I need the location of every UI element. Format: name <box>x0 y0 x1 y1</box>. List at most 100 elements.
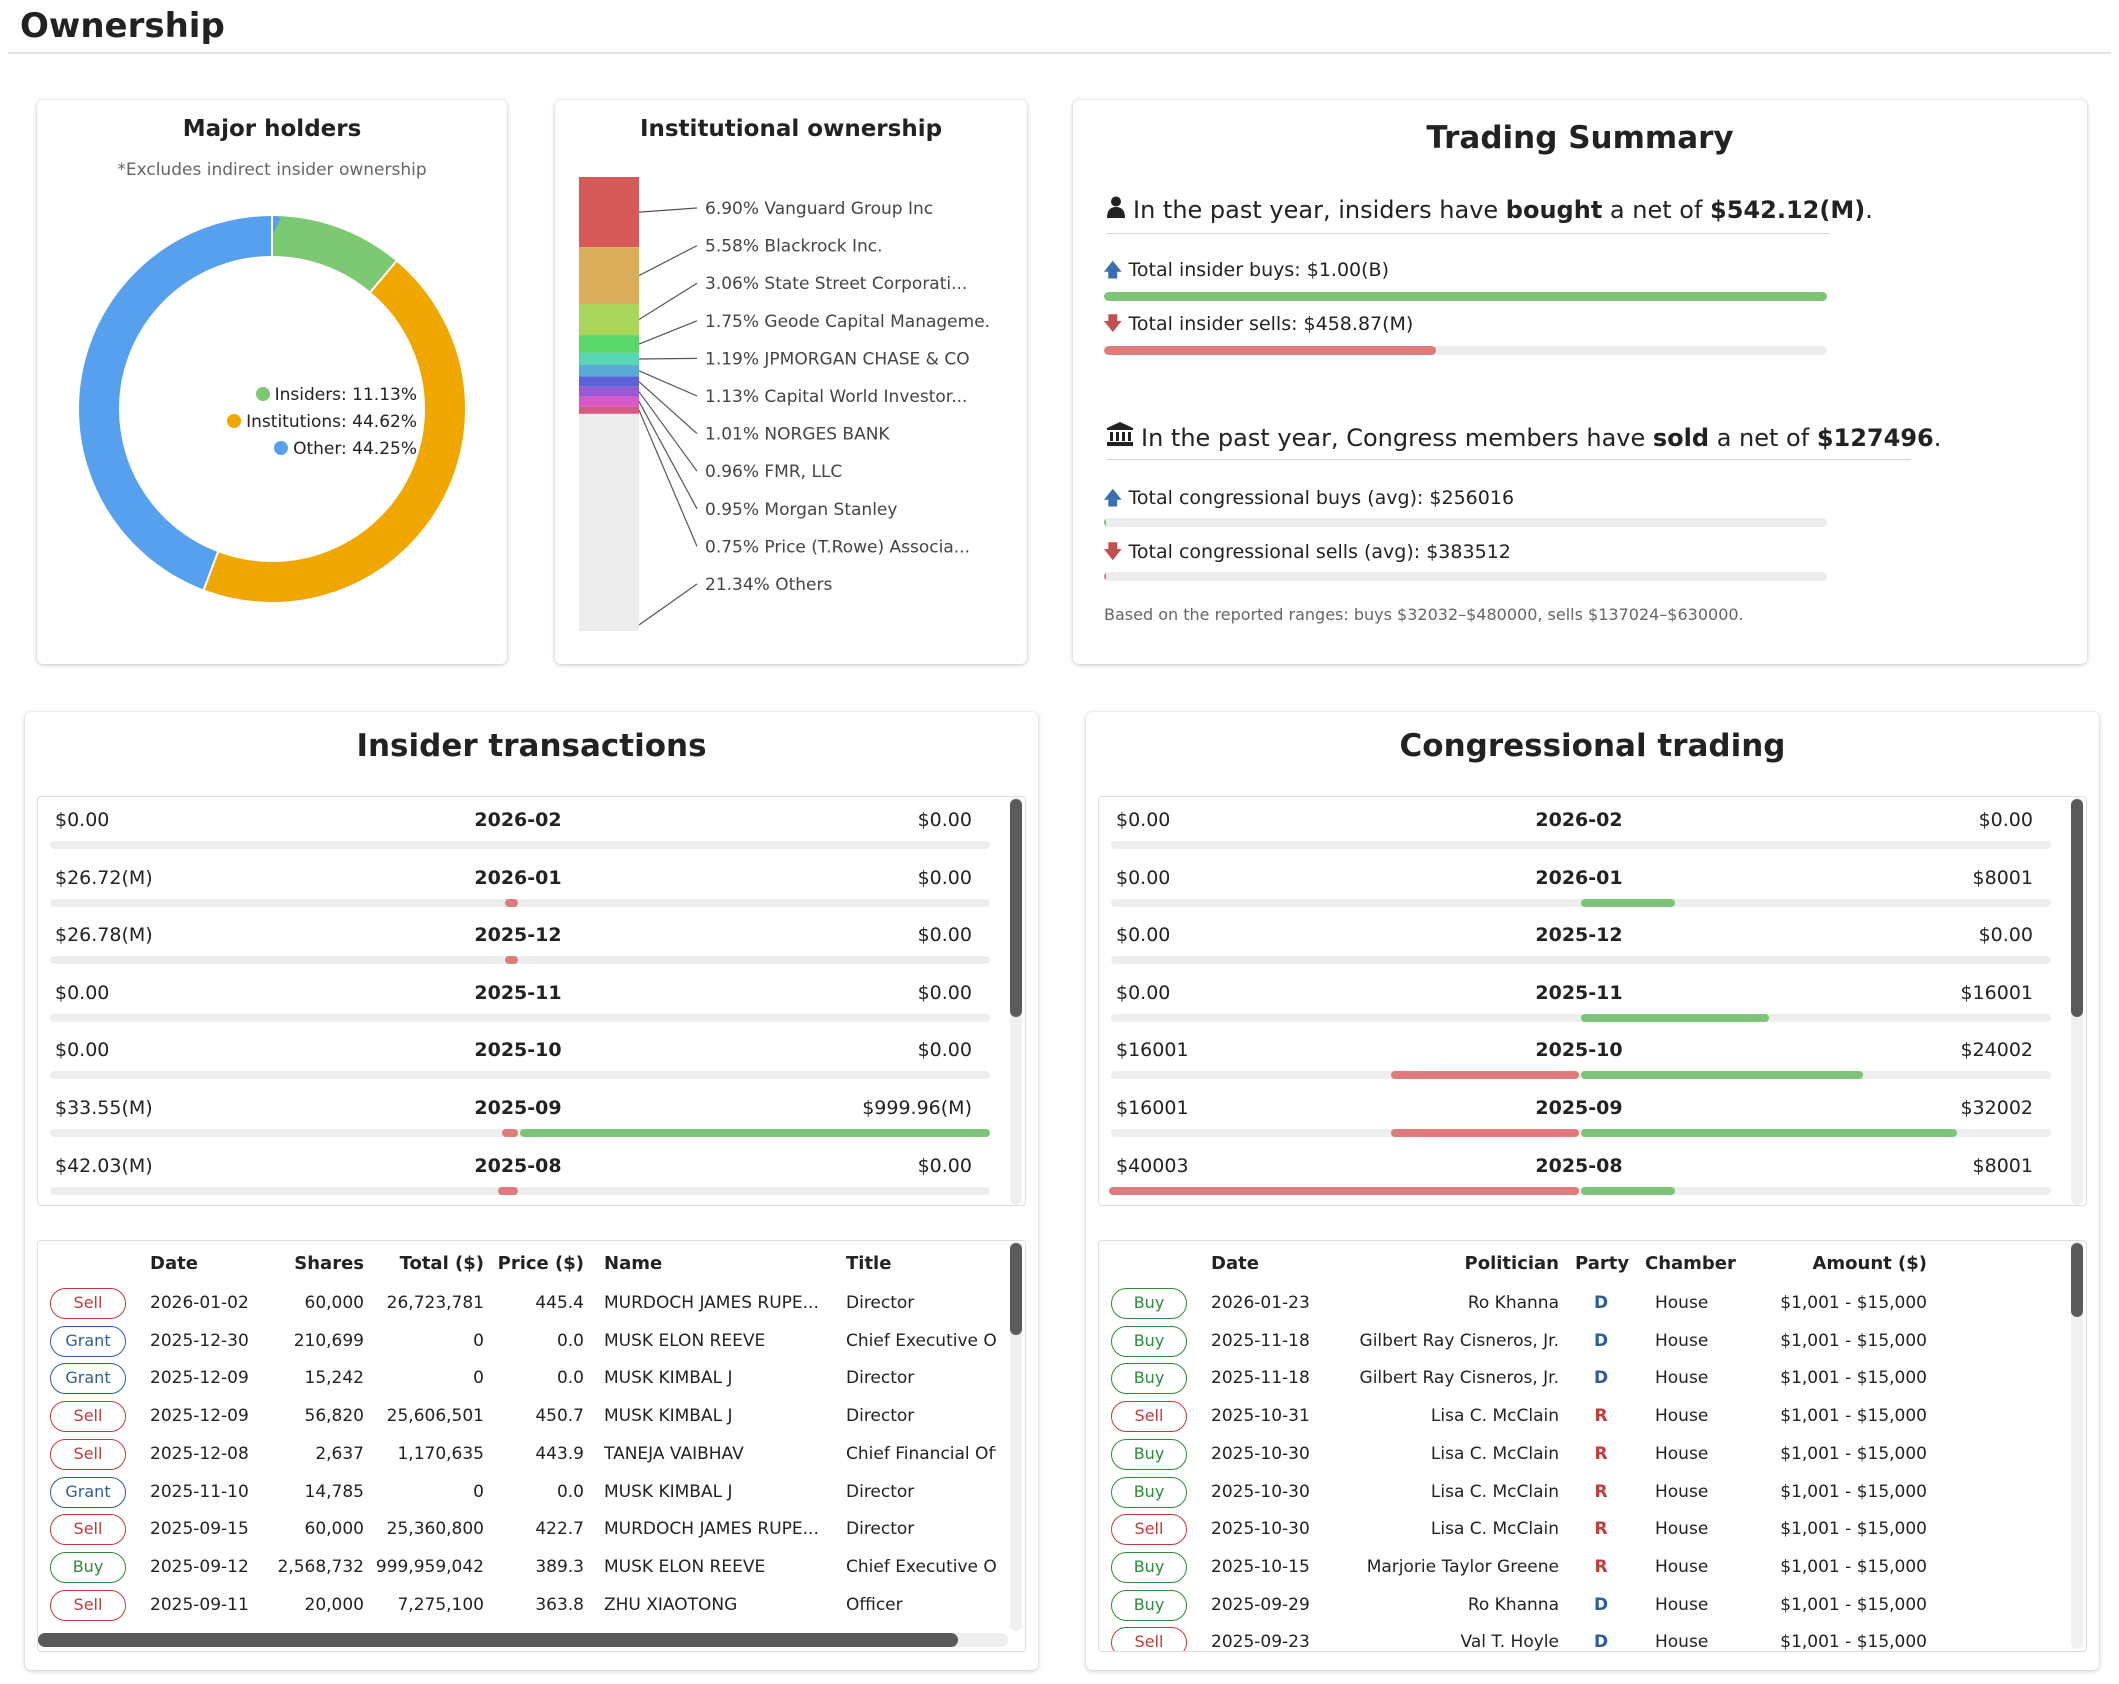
cell-title: Director <box>846 1406 915 1427</box>
congress-monthly-scrollbar[interactable] <box>2071 797 2083 1205</box>
insider-monthly-list[interactable]: $0.00 2026-02 $0.00 $26.72(M) 2026-01 $0.00 $2… <box>37 796 1026 1206</box>
monthly-row: $0.00 2026-02 $0.00 <box>38 797 998 855</box>
cell-party: D <box>1593 1632 1609 1652</box>
table-row[interactable]: Grant 2025-11-10 14,785 0 0.0 MUSK KIMBAL J Di… <box>38 1474 998 1512</box>
insider-sells-text: Total insider sells: $458.87(M) <box>1128 313 1414 335</box>
col-amount[interactable]: Amount ($) <box>1812 1253 1927 1274</box>
cell-politician: Lisa C. McClain <box>1430 1481 1559 1502</box>
table-row[interactable]: Grant 2025-12-09 15,242 0 0.0 MUSK KIMBAL J Di… <box>38 1360 998 1398</box>
table-row[interactable]: Buy 2026-01-23 Ro Khanna D House $1,001 - $15… <box>1099 1285 2059 1323</box>
table-row[interactable]: Sell 2025-09-15 60,000 25,360,800 422.7 MURDO… <box>38 1511 998 1549</box>
col-shares[interactable]: Shares <box>294 1253 364 1274</box>
col-chamber[interactable]: Chamber <box>1645 1253 1736 1274</box>
insider-buys-bar <box>1104 292 1827 301</box>
insider-table-vscrollbar[interactable] <box>1010 1241 1022 1631</box>
monthly-sell-bar <box>498 1186 518 1195</box>
insider-summary-pre: In the past year, insiders have <box>1133 196 1506 224</box>
table-row[interactable]: Sell 2025-10-30 Lisa C. McClain R House $1,00… <box>1099 1511 2059 1549</box>
monthly-row: $16001 2025-09 $32002 <box>1099 1085 2059 1143</box>
insider-table-vscroll-thumb[interactable] <box>1010 1243 1022 1335</box>
inst-leader-line <box>638 381 698 435</box>
transaction-type-badge: Sell <box>1111 1627 1187 1651</box>
cell-chamber: House <box>1655 1632 1709 1652</box>
table-row[interactable]: Buy 2025-10-30 Lisa C. McClain R House $1,001… <box>1099 1474 2059 1512</box>
col-party[interactable]: Party <box>1575 1253 1630 1274</box>
col-total[interactable]: Total ($) <box>399 1253 484 1274</box>
congress-summary-mid: a net of <box>1709 424 1817 452</box>
congress-table-vscroll-thumb[interactable] <box>2071 1243 2083 1317</box>
table-row[interactable]: Sell 2025-10-31 Lisa C. McClain R House $1,00… <box>1099 1398 2059 1436</box>
inst-segment <box>579 376 639 387</box>
insider-summary-amount: $542.12(M) <box>1710 196 1866 224</box>
table-row[interactable]: Buy 2025-11-18 Gilbert Ray Cisneros, Jr. D H… <box>1099 1323 2059 1361</box>
monthly-sell-amount: $0.00 <box>55 809 110 831</box>
monthly-buy-amount: $8001 <box>1972 1154 2033 1177</box>
page-title: Ownership <box>20 6 225 46</box>
table-row[interactable]: Buy 2025-09-12 2,568,732 999,959,042 389.3 MU… <box>38 1549 998 1587</box>
cell-date: 2025-09-29 <box>1211 1594 1310 1615</box>
insider-table-hscroll-thumb[interactable] <box>38 1633 958 1647</box>
cell-amount: $1,001 - $15,000 <box>1780 1443 1927 1464</box>
table-row[interactable]: Buy 2025-10-15 Marjorie Taylor Greene R Hous… <box>1099 1549 2059 1587</box>
insider-buys-label: 🡅 Total insider buys: $1.00(B) <box>1103 256 1389 288</box>
cell-title: Director <box>846 1481 915 1502</box>
col-name[interactable]: Name <box>604 1253 663 1274</box>
monthly-sell-amount: $26.78(M) <box>55 924 153 947</box>
cell-amount: $1,001 - $15,000 <box>1780 1556 1927 1577</box>
insider-transactions-table[interactable]: Date Shares Total ($) Price ($) Name Tit… <box>37 1240 1026 1652</box>
congress-monthly-list[interactable]: $0.00 2026-02 $0.00 $0.00 2026-01 $8001 $0.00 2… <box>1098 796 2087 1206</box>
congress-monthly-scroll-thumb[interactable] <box>2071 799 2083 1017</box>
inst-holder-label: 3.06% State Street Corporati... <box>705 274 967 294</box>
inst-leader-line <box>638 583 698 626</box>
monthly-row: $0.00 2025-11 $0.00 <box>38 970 998 1028</box>
arrow-down-icon: 🡇 <box>1103 313 1123 335</box>
col-date[interactable]: Date <box>1211 1253 1259 1274</box>
table-row[interactable]: Sell 2025-09-11 20,000 7,275,100 363.8 ZHU XI… <box>38 1587 998 1625</box>
congressional-trading-card: Congressional trading $0.00 2026-02 $0.00 $… <box>1086 712 2099 1670</box>
cell-politician: Lisa C. McClain <box>1430 1443 1559 1464</box>
monthly-row: $0.00 2026-01 $8001 <box>1099 855 2059 913</box>
table-row[interactable]: Buy 2025-09-29 Ro Khanna D House $1,001 - $15… <box>1099 1587 2059 1625</box>
table-row[interactable]: Buy 2025-10-30 Lisa C. McClain R House $1,001… <box>1099 1436 2059 1474</box>
cell-chamber: House <box>1655 1594 1709 1615</box>
cell-date: 2025-10-15 <box>1211 1556 1310 1577</box>
insider-summary-rule <box>1107 233 1829 234</box>
inst-leader-line <box>638 370 698 397</box>
monthly-row: $0.00 2025-12 $0.00 <box>1099 912 2059 970</box>
inst-holder-label: 1.13% Capital World Investor... <box>705 387 967 407</box>
cell-date: 2025-09-11 <box>150 1594 249 1615</box>
inst-segment <box>579 365 639 377</box>
monthly-buy-amount: $32002 <box>1960 1097 2033 1119</box>
monthly-buy-bar <box>1581 1186 1675 1195</box>
table-row[interactable]: Grant 2025-12-30 210,699 0 0.0 MUSK ELON REEV… <box>38 1323 998 1361</box>
col-date[interactable]: Date <box>150 1253 198 1274</box>
institutional-ownership-card: Institutional ownership 6.90% Vanguard G… <box>555 100 1027 664</box>
table-row[interactable]: Sell 2025-12-09 56,820 25,606,501 450.7 MUSK … <box>38 1398 998 1436</box>
table-row[interactable]: Sell 2025-12-08 2,637 1,170,635 443.9 TANEJA … <box>38 1436 998 1474</box>
monthly-sell-amount: $26.72(M) <box>55 866 153 889</box>
table-row[interactable]: Sell 2025-09-23 Val T. Hoyle D House $1,001 -… <box>1099 1624 2059 1652</box>
trading-summary-card: Trading Summary In the past year, inside… <box>1073 100 2087 664</box>
transaction-type-badge: Buy <box>1111 1551 1187 1583</box>
table-row[interactable]: Sell 2026-01-02 60,000 26,723,781 445.4 MURDO… <box>38 1285 998 1323</box>
col-title[interactable]: Title <box>846 1253 892 1274</box>
inst-holder-label: 5.58% Blackrock Inc. <box>705 237 883 257</box>
col-politician[interactable]: Politician <box>1464 1253 1559 1274</box>
congress-table-vscrollbar[interactable] <box>2071 1241 2083 1649</box>
insider-monthly-scrollbar[interactable] <box>1010 797 1022 1205</box>
cell-politician: Marjorie Taylor Greene <box>1366 1556 1559 1577</box>
cell-party: D <box>1593 1594 1609 1615</box>
cell-amount: $1,001 - $15,000 <box>1780 1293 1927 1313</box>
cell-price: 422.7 <box>535 1519 584 1540</box>
insider-monthly-scroll-thumb[interactable] <box>1010 799 1022 1017</box>
table-row[interactable]: Buy 2025-11-18 Gilbert Ray Cisneros, Jr. D H… <box>1099 1360 2059 1398</box>
cell-party: R <box>1594 1556 1608 1577</box>
col-price[interactable]: Price ($) <box>497 1253 584 1274</box>
cell-total: 25,360,800 <box>386 1519 484 1540</box>
insider-table-hscrollbar[interactable] <box>38 1633 1008 1647</box>
cell-amount: $1,001 - $15,000 <box>1780 1519 1927 1540</box>
cell-name: ZHU XIAOTONG <box>604 1594 738 1615</box>
inst-leader-line <box>638 401 698 510</box>
inst-holder-label: 1.19% JPMORGAN CHASE & CO <box>705 349 970 369</box>
congressional-trading-table[interactable]: Date Politician Party Chamber Amount ($)… <box>1098 1240 2087 1652</box>
